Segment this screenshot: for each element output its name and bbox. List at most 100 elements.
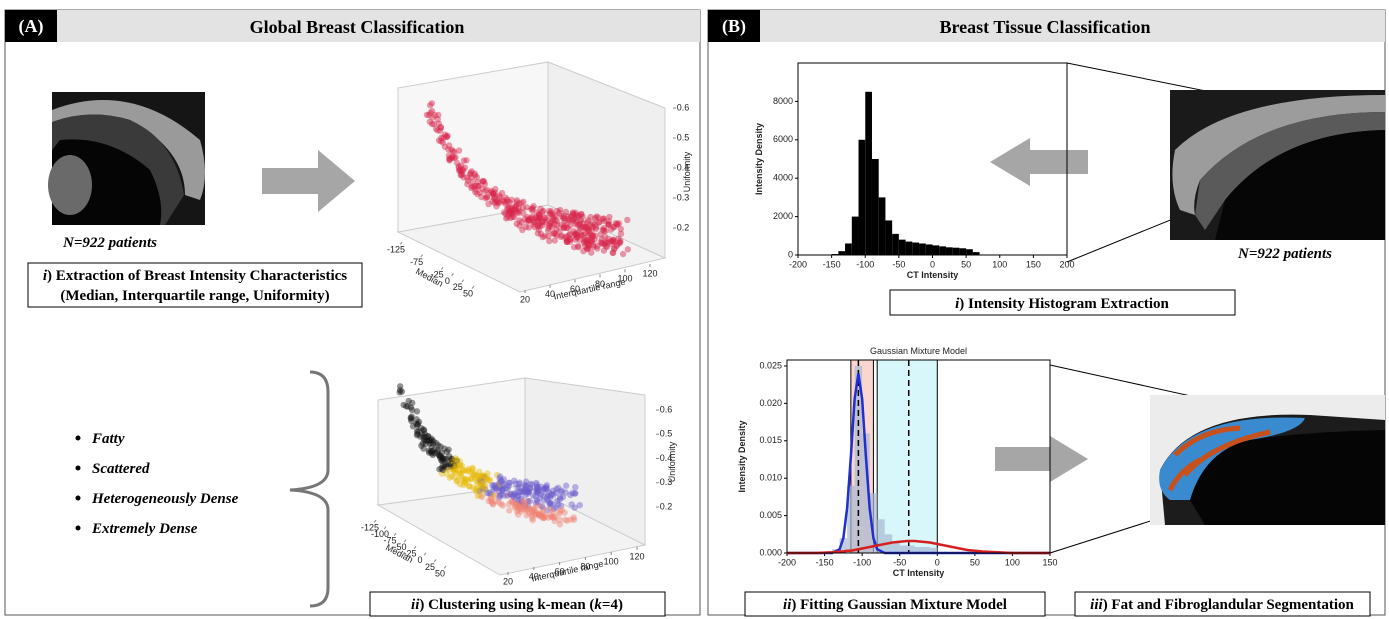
scatter-point xyxy=(481,474,488,481)
plot-frame xyxy=(786,359,1051,554)
scatter-point xyxy=(417,433,424,440)
scatter-point xyxy=(529,215,537,222)
scatter-point xyxy=(537,512,544,519)
tick-label: 80 xyxy=(580,561,590,571)
scatter-point xyxy=(431,446,438,453)
scatter-point xyxy=(511,477,518,484)
scatter-point xyxy=(591,232,599,240)
scatter-point xyxy=(526,497,534,505)
scatter-point xyxy=(528,512,536,519)
scatter-point xyxy=(418,442,425,449)
tick-label: 120 xyxy=(629,551,644,561)
scatter-point xyxy=(513,220,520,227)
scatter-point xyxy=(424,432,432,440)
x-tick-label: -50 xyxy=(892,259,905,269)
x-tick-label: -50 xyxy=(893,557,906,567)
scatter-point xyxy=(480,479,487,486)
scatter-point xyxy=(452,462,459,470)
scatter-point xyxy=(491,199,498,206)
scatter-point xyxy=(464,174,471,181)
scatter-point xyxy=(551,237,558,244)
scatter-point xyxy=(396,383,404,390)
scatter-point xyxy=(468,469,475,477)
scatter-point xyxy=(587,213,594,221)
scatter-point xyxy=(556,510,563,517)
scatter-point xyxy=(571,231,579,238)
scatter-point xyxy=(516,217,523,224)
scatter-point xyxy=(522,486,529,494)
scatter-point xyxy=(549,508,557,515)
scatter-point xyxy=(509,211,517,218)
scatter-point xyxy=(556,508,564,515)
scatter-point xyxy=(493,203,500,210)
scatter-point xyxy=(524,489,531,496)
ct-image xyxy=(48,92,205,225)
scatter-point xyxy=(588,238,596,245)
scatter-point xyxy=(548,208,555,215)
scatter-point xyxy=(515,500,522,508)
scatter-point xyxy=(560,212,568,220)
scatter-point xyxy=(547,220,554,227)
scatter-point xyxy=(486,476,493,483)
tick-label: 120 xyxy=(642,268,657,278)
tick-mark xyxy=(471,285,475,289)
scatter-point xyxy=(592,223,600,231)
scatter-point xyxy=(507,214,514,222)
tick-label: -75 xyxy=(383,536,396,546)
scatter-point xyxy=(533,508,540,516)
scatter-point xyxy=(500,476,508,483)
scatter-point xyxy=(535,511,543,518)
histogram-bar xyxy=(839,538,848,553)
scatter-point xyxy=(413,431,421,439)
scatter-point xyxy=(581,239,588,246)
scatter-point xyxy=(474,178,482,186)
scatter-point xyxy=(472,182,479,190)
scatter-point xyxy=(446,474,453,481)
scatter-point xyxy=(564,219,571,227)
scatter-point xyxy=(453,463,460,470)
scatter-point xyxy=(476,487,483,495)
scatter-point xyxy=(494,198,501,205)
scatter-point xyxy=(615,220,623,227)
scatter-point xyxy=(589,219,597,227)
scatter-point xyxy=(456,462,464,469)
scatter-point xyxy=(430,437,437,445)
scatter-point xyxy=(492,498,499,505)
scatter-point xyxy=(524,497,532,505)
caption: iii) Fat and Fibroglandular Segmentation xyxy=(1090,597,1354,613)
scatter-point xyxy=(497,477,505,485)
scatter-point xyxy=(418,431,426,438)
scatter-point xyxy=(504,492,511,499)
scatter-point xyxy=(619,250,627,258)
scatter-point xyxy=(608,240,616,248)
y-tick-label: 8000 xyxy=(773,96,793,106)
tick-label: 0.3 xyxy=(677,192,690,202)
scatter-point xyxy=(485,200,492,208)
scatter-point xyxy=(465,467,472,475)
scatter-point xyxy=(448,472,455,480)
scatter-point xyxy=(437,134,445,142)
x-tick-label: 100 xyxy=(1005,557,1020,567)
histogram-bar xyxy=(907,545,915,553)
scatter-point xyxy=(466,170,474,178)
scatter-point xyxy=(544,492,552,499)
scatter-point xyxy=(475,182,483,190)
scatter-point xyxy=(604,221,612,228)
scatter-point xyxy=(572,231,579,239)
scatter-point xyxy=(556,516,563,524)
scatter-point xyxy=(597,231,604,238)
scatter-point xyxy=(616,239,624,246)
scatter-point xyxy=(512,502,519,509)
scatter-point xyxy=(425,437,433,444)
scatter-point xyxy=(601,233,609,240)
scatter-point xyxy=(525,488,532,495)
scatter-point xyxy=(540,497,548,504)
scatter-point xyxy=(577,216,585,224)
scatter-point xyxy=(574,229,581,237)
scatter-point xyxy=(415,427,422,435)
scatter-point xyxy=(511,490,519,497)
scatter-point xyxy=(538,514,546,521)
scatter-point xyxy=(492,485,500,492)
scatter-point xyxy=(572,209,579,217)
scatter-point xyxy=(556,495,564,503)
